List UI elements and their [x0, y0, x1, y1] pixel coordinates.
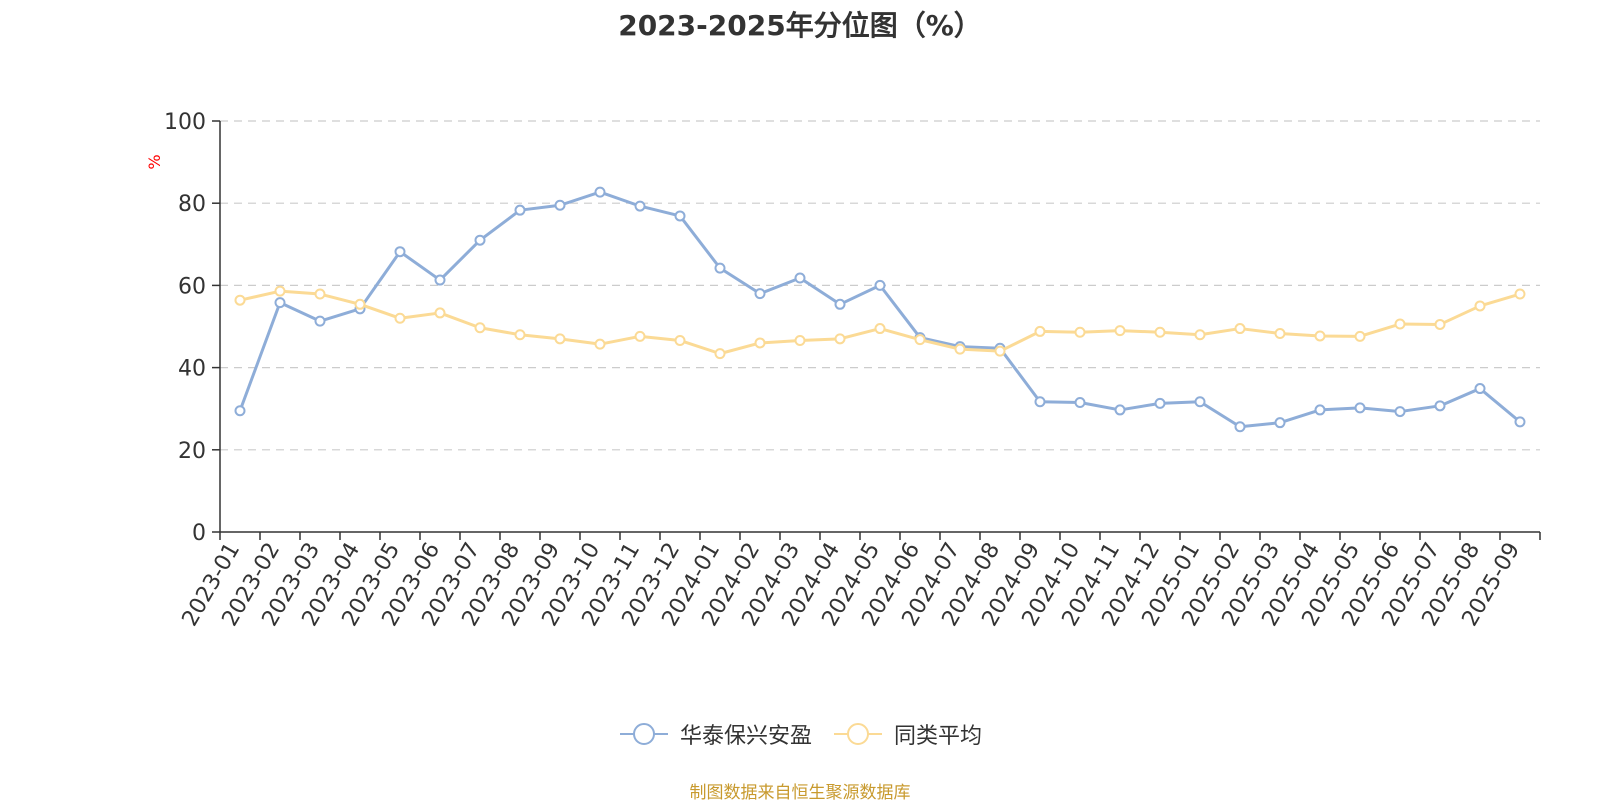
data-point-series-2	[714, 348, 726, 360]
series-layer	[234, 186, 1526, 433]
data-point-series-1	[314, 315, 326, 327]
data-point-series-1	[594, 186, 606, 198]
data-point-series-1	[714, 262, 726, 274]
data-point-series-2	[674, 334, 686, 346]
data-point-series-2	[1034, 325, 1046, 337]
data-point-series-1	[634, 200, 646, 212]
data-point-series-1	[474, 234, 486, 246]
data-point-series-1	[234, 405, 246, 417]
data-point-series-2	[1074, 326, 1086, 338]
data-point-series-2	[1154, 326, 1166, 338]
data-point-series-1	[1234, 421, 1246, 433]
data-point-series-2	[914, 334, 926, 346]
data-point-series-1	[434, 274, 446, 286]
data-point-series-1	[1274, 417, 1286, 429]
data-point-series-2	[1194, 329, 1206, 341]
data-point-series-2	[354, 298, 366, 310]
data-point-series-2	[1314, 330, 1326, 342]
series-line-1	[238, 190, 1521, 429]
data-point-series-2	[754, 337, 766, 349]
y-tick-label: 20	[178, 439, 206, 464]
data-point-series-1	[1314, 404, 1326, 416]
data-point-series-2	[1234, 323, 1246, 335]
data-point-series-1	[1154, 397, 1166, 409]
source-note: 制图数据来自恒生聚源数据库	[689, 783, 911, 803]
chart-title: 2023-2025年分位图（%）	[618, 9, 982, 42]
legend: 华泰保兴安盈 同类平均	[0, 718, 1600, 750]
data-point-series-1	[1114, 404, 1126, 416]
data-point-series-2	[234, 294, 246, 306]
data-point-series-2	[434, 307, 446, 319]
data-point-series-1	[794, 272, 806, 284]
data-point-series-2	[594, 338, 606, 350]
legend-item-series-2[interactable]: 同类平均	[832, 718, 982, 750]
data-point-series-1	[754, 288, 766, 300]
legend-marker-series-2	[834, 723, 882, 745]
y-tick-label: 40	[178, 357, 206, 382]
data-point-series-1	[554, 199, 566, 211]
axes: 0204060801002023-012023-022023-032023-04…	[164, 110, 1541, 631]
y-axis-label: %	[145, 154, 164, 169]
data-point-series-1	[874, 279, 886, 291]
data-point-series-2	[274, 285, 286, 297]
y-tick-label: 100	[164, 110, 206, 135]
legend-label-series-2: 同类平均	[894, 724, 983, 749]
data-point-series-2	[554, 333, 566, 345]
data-point-series-1	[674, 210, 686, 222]
data-point-series-1	[394, 246, 406, 258]
data-point-series-1	[834, 298, 846, 310]
data-point-series-2	[314, 288, 326, 300]
data-point-series-1	[514, 204, 526, 216]
data-point-series-2	[394, 312, 406, 324]
data-point-series-2	[1474, 300, 1486, 312]
data-point-series-2	[514, 329, 526, 341]
data-point-series-2	[474, 322, 486, 334]
data-point-series-2	[994, 345, 1006, 357]
series-line-2	[239, 289, 1521, 356]
legend-item-series-1[interactable]: 华泰保兴安盈	[618, 718, 812, 750]
y-tick-label: 80	[178, 192, 206, 217]
data-point-series-1	[1194, 396, 1206, 408]
legend-marker-series-1	[619, 723, 668, 745]
data-point-series-2	[1274, 327, 1286, 339]
data-point-series-2	[834, 333, 846, 345]
data-point-series-2	[1354, 330, 1366, 342]
data-point-series-2	[1114, 325, 1126, 337]
y-tick-label: 0	[192, 521, 206, 546]
y-tick-label: 60	[178, 274, 206, 299]
data-point-series-1	[1354, 402, 1366, 414]
data-point-series-1	[274, 297, 286, 309]
data-point-series-1	[1394, 406, 1406, 418]
data-point-series-2	[634, 330, 646, 342]
legend-label-series-1: 华泰保兴安盈	[679, 724, 812, 749]
data-point-series-2	[1514, 288, 1526, 300]
data-point-series-2	[1434, 318, 1446, 330]
data-point-series-1	[1034, 396, 1046, 408]
data-point-series-2	[794, 334, 806, 346]
data-point-series-2	[874, 323, 886, 335]
data-point-series-2	[1394, 318, 1406, 330]
data-point-series-1	[1434, 400, 1446, 412]
data-point-series-2	[954, 343, 966, 355]
data-point-series-1	[1514, 416, 1526, 428]
data-point-series-1	[1474, 383, 1486, 395]
data-point-series-1	[1074, 397, 1086, 409]
